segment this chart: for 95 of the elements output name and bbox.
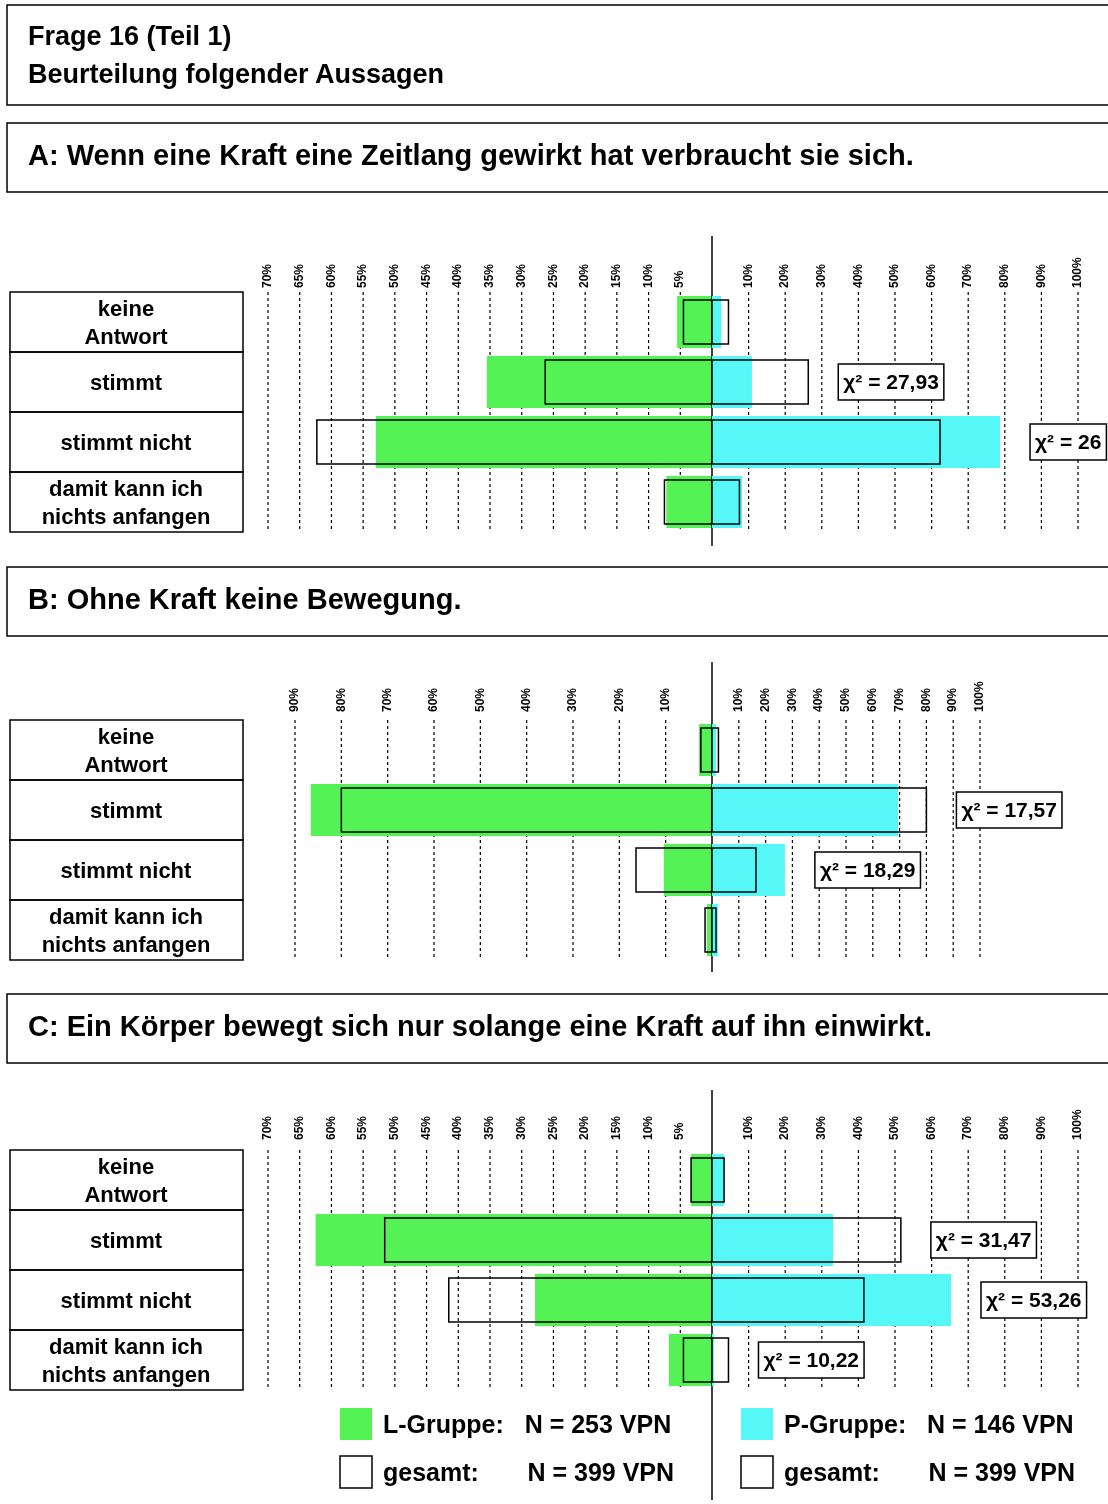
x-tick-label: 70% xyxy=(891,687,906,712)
x-tick-label: 40% xyxy=(450,1115,465,1140)
annotation: χ² = 53,26 xyxy=(986,1288,1082,1311)
x-tick-label: 65% xyxy=(291,263,306,288)
y-tick-label: damit kann ich nichts anfangen xyxy=(41,1334,211,1387)
x-tick-label: 60% xyxy=(426,687,441,712)
annotation: χ² = 17,57 xyxy=(961,798,1057,821)
x-tick-label: 30% xyxy=(813,263,828,288)
x-tick-label: 35% xyxy=(482,1115,497,1140)
x-tick-label: 15% xyxy=(609,1115,624,1140)
legend-label: gesamt: N = 399 VPN xyxy=(784,1458,1076,1486)
y-tick-label: stimmt nicht xyxy=(60,430,193,455)
y-tick-label: keine Antwort xyxy=(84,1154,169,1207)
x-tick-label: 20% xyxy=(757,687,772,712)
x-tick-label: 70% xyxy=(960,263,975,288)
x-tick-label: 20% xyxy=(777,263,792,288)
y-tick-label: stimmt nicht xyxy=(60,1288,193,1313)
x-tick-label: 70% xyxy=(260,263,275,288)
y-tick-label: stimmt xyxy=(89,1228,163,1253)
x-tick-label: 90% xyxy=(945,687,960,712)
x-tick-label: 50% xyxy=(887,1115,902,1140)
y-tick-label: damit kann ich nichts anfangen xyxy=(41,476,211,529)
text: Beurteilung folgender Aussagen xyxy=(28,59,445,89)
x-tick-label: 10% xyxy=(740,263,755,288)
x-tick-label: 80% xyxy=(996,263,1011,288)
x-tick-label: 50% xyxy=(838,687,853,712)
x-tick-label: 100% xyxy=(972,680,987,712)
x-tick-label: 50% xyxy=(387,1115,402,1140)
x-tick-label: 50% xyxy=(387,263,402,288)
x-tick-label: 10% xyxy=(640,263,655,288)
y-tick-label: keine Antwort xyxy=(84,296,169,349)
x-tick-label: 100% xyxy=(1070,1108,1085,1140)
x-tick-label: 100% xyxy=(1070,256,1085,288)
x-tick-label: 40% xyxy=(811,687,826,712)
x-tick-label: 60% xyxy=(323,1115,338,1140)
legend-label: gesamt: N = 399 VPN xyxy=(383,1458,675,1486)
x-tick-label: 25% xyxy=(545,1115,560,1140)
x-tick-label: 50% xyxy=(887,263,902,288)
x-tick-label: 60% xyxy=(923,1115,938,1140)
chart-title: C: Ein Körper bewegt sich nur solange eine Kraft auf ihn einwirkt. xyxy=(28,1010,932,1042)
x-tick-label: 55% xyxy=(355,1115,370,1140)
x-tick-label: 15% xyxy=(609,263,624,288)
annotation: χ² = 10,22 xyxy=(763,1348,860,1371)
x-tick-label: 80% xyxy=(918,687,933,712)
x-tick-label: 60% xyxy=(864,687,879,712)
x-tick-label: 20% xyxy=(777,1115,792,1140)
x-tick-label: 10% xyxy=(640,1115,655,1140)
legend-label: L-Gruppe: N = 253 VPN xyxy=(383,1410,672,1438)
x-tick-label: 20% xyxy=(577,263,592,288)
x-tick-label: 50% xyxy=(472,687,487,712)
x-tick-label: 30% xyxy=(513,263,528,288)
annotation: χ² = 18,29 xyxy=(819,858,916,881)
y-tick-label: stimmt xyxy=(89,798,163,823)
x-tick-label: 40% xyxy=(850,1115,865,1140)
x-tick-label: 70% xyxy=(260,1115,275,1140)
x-tick-label: 90% xyxy=(1033,263,1048,288)
x-tick-label: 70% xyxy=(379,687,394,712)
text: Frage 16 (Teil 1) xyxy=(28,21,232,51)
chart-title: B: Ohne Kraft keine Bewegung. xyxy=(28,583,462,615)
x-tick-label: 20% xyxy=(611,687,626,712)
x-tick-label: 25% xyxy=(545,263,560,288)
x-tick-label: 30% xyxy=(784,687,799,712)
x-tick-label: 35% xyxy=(482,263,497,288)
x-tick-label: 60% xyxy=(323,263,338,288)
x-tick-label: 10% xyxy=(740,1115,755,1140)
annotation: χ² = 26 xyxy=(1035,430,1102,453)
x-tick-label: 20% xyxy=(577,1115,592,1140)
x-tick-label: 65% xyxy=(291,1115,306,1140)
x-tick-label: 70% xyxy=(960,1115,975,1140)
x-tick-label: 30% xyxy=(513,1115,528,1140)
x-tick-label: 55% xyxy=(355,263,370,288)
x-tick-label: 40% xyxy=(518,687,533,712)
x-tick-label: 45% xyxy=(418,263,433,288)
legend-label: P-Gruppe: N = 146 VPN xyxy=(784,1410,1074,1438)
y-tick-label: damit kann ich nichts anfangen xyxy=(41,904,211,957)
x-tick-label: 80% xyxy=(996,1115,1011,1140)
x-tick-label: 40% xyxy=(450,263,465,288)
y-tick-label: stimmt nicht xyxy=(60,858,193,883)
x-tick-label: 30% xyxy=(813,1115,828,1140)
x-tick-label: 60% xyxy=(923,263,938,288)
x-tick-label: 90% xyxy=(287,687,302,712)
x-tick-label: 10% xyxy=(657,687,672,712)
x-tick-label: 10% xyxy=(730,687,745,712)
annotation: χ² = 27,93 xyxy=(843,370,939,393)
y-tick-label: keine Antwort xyxy=(84,724,169,777)
x-tick-label: 90% xyxy=(1033,1115,1048,1140)
x-tick-label: 5% xyxy=(672,1122,687,1140)
x-tick-label: 80% xyxy=(333,687,348,712)
x-tick-label: 45% xyxy=(418,1115,433,1140)
y-tick-label: stimmt xyxy=(89,370,163,395)
x-tick-label: 5% xyxy=(672,270,687,288)
chart-title: A: Wenn eine Kraft eine Zeitlang gewirkt hat verbraucht sie sich. xyxy=(28,139,914,171)
x-tick-label: 30% xyxy=(565,687,580,712)
x-tick-label: 40% xyxy=(850,263,865,288)
annotation: χ² = 31,47 xyxy=(935,1228,1032,1251)
